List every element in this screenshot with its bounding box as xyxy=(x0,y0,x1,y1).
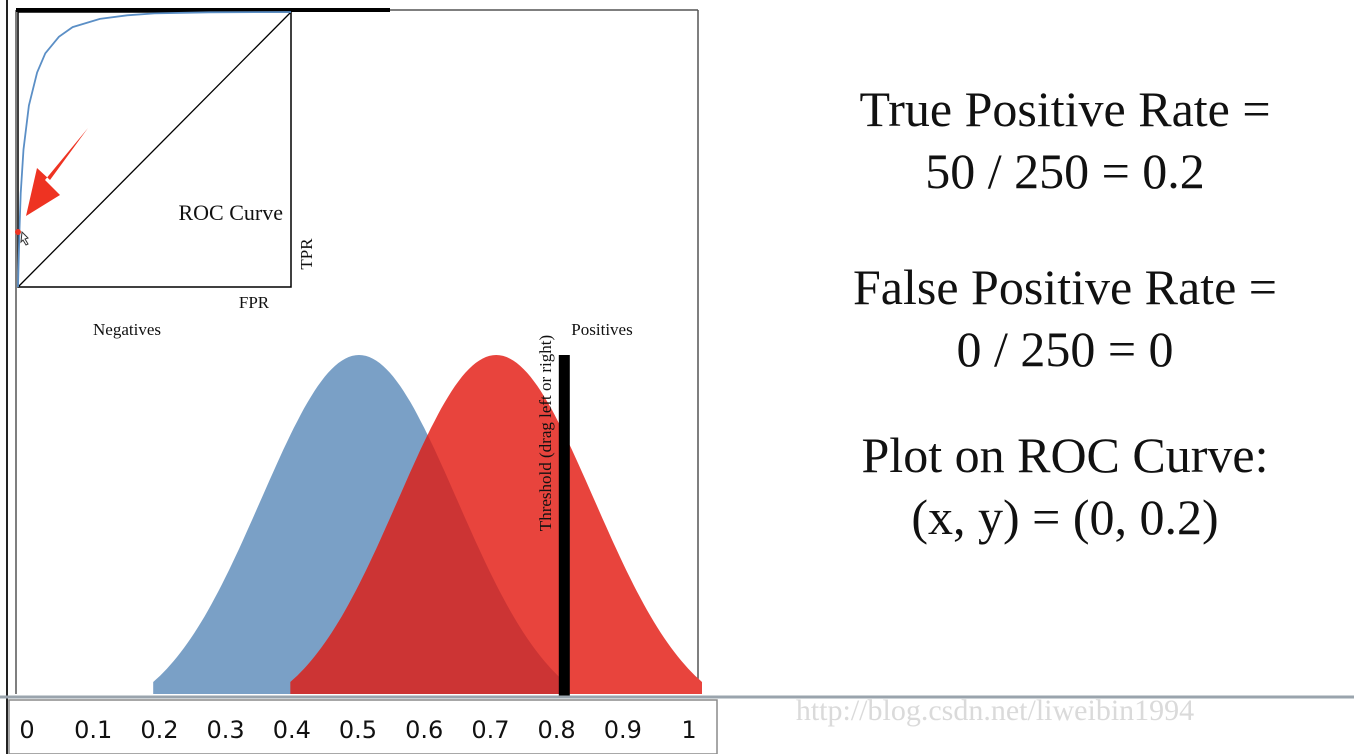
x-tick-label: 0.1 xyxy=(74,716,112,744)
x-tick-label: 0.5 xyxy=(339,716,377,744)
fpr-line2: 0 / 250 = 0 xyxy=(956,321,1174,377)
roc-ylabel: TPR xyxy=(297,238,316,270)
cursor-icon xyxy=(20,230,29,246)
roc-current-point xyxy=(15,229,21,235)
plot-line1: Plot on ROC Curve: xyxy=(861,427,1269,483)
x-tick-label: 0.2 xyxy=(140,716,178,744)
positives-label: Positives xyxy=(571,320,632,339)
x-tick-label: 0.3 xyxy=(207,716,245,744)
tpr-line2: 50 / 250 = 0.2 xyxy=(925,143,1205,199)
roc-inset: ROC Curve FPR TPR xyxy=(15,11,316,312)
negatives-label: Negatives xyxy=(93,320,161,339)
roc-diagonal xyxy=(17,11,292,288)
threshold-handle[interactable] xyxy=(558,355,570,696)
threshold-label: Threshold (drag left or right) xyxy=(536,335,555,531)
plot-line2: (x, y) = (0, 0.2) xyxy=(911,489,1219,545)
x-tick-label: 0.7 xyxy=(471,716,509,744)
x-tick-label: 1 xyxy=(681,716,696,744)
watermark: http://blog.csdn.net/liweibin1994 xyxy=(796,694,1194,727)
roc-curve xyxy=(17,11,292,288)
plot-readout: Plot on ROC Curve: (x, y) = (0, 0.2) xyxy=(800,424,1330,548)
x-tick-label: 0.4 xyxy=(273,716,311,744)
x-tick-label: 0.6 xyxy=(405,716,443,744)
tpr-line1: True Positive Rate = xyxy=(859,81,1271,137)
tpr-readout: True Positive Rate = 50 / 250 = 0.2 xyxy=(800,78,1330,202)
fpr-readout: False Positive Rate = 0 / 250 = 0 xyxy=(800,256,1330,380)
roc-inset-frame xyxy=(17,11,292,288)
x-axis-box xyxy=(8,699,718,754)
fpr-line1: False Positive Rate = xyxy=(853,259,1277,315)
x-tick-label: 0.9 xyxy=(604,716,642,744)
distribution-plot xyxy=(153,355,702,694)
roc-inset-label: ROC Curve xyxy=(179,200,284,225)
arrow-icon xyxy=(26,128,88,216)
x-tick-label: 0 xyxy=(19,716,34,744)
x-tick-label: 0.8 xyxy=(538,716,576,744)
x-axis-ticks: 0 0.1 0.2 0.3 0.4 0.5 0.6 0.7 0.8 0.9 1 xyxy=(19,716,696,744)
roc-xlabel: FPR xyxy=(239,293,270,312)
